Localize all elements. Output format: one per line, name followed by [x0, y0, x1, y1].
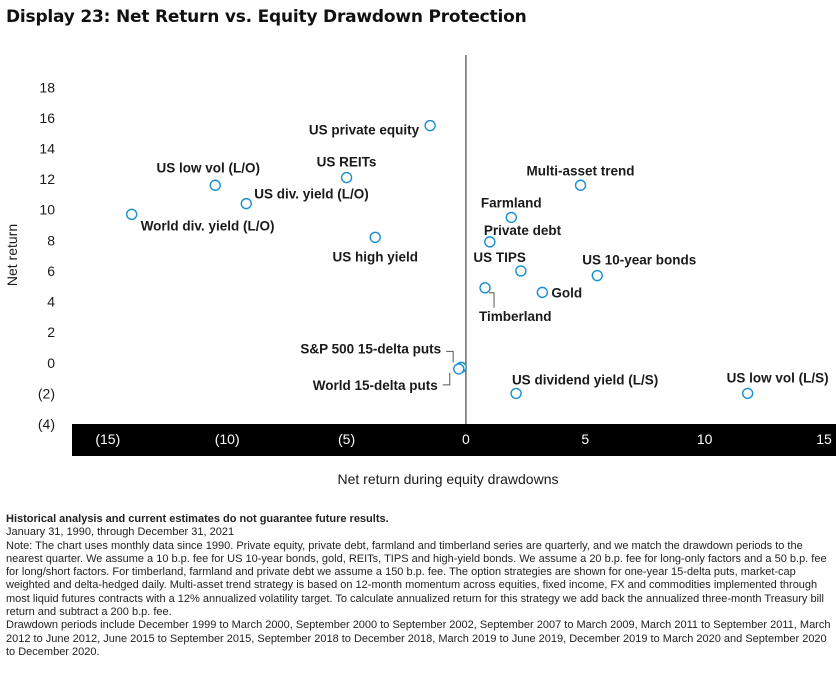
leader-line [489, 292, 495, 308]
scatter-point [574, 179, 587, 191]
scatter-point [591, 269, 603, 282]
x-tick-label: 10 [697, 431, 713, 447]
y-tick-label: 16 [39, 110, 55, 126]
leader-line [442, 372, 451, 386]
point-label: Multi-asset trend [527, 163, 635, 178]
leader-line [446, 350, 454, 363]
x-tick-label: (5) [338, 431, 355, 447]
y-tick-label: (2) [38, 385, 55, 401]
y-tick-labels: 18 16 14 12 10 8 6 4 2 0 (2) (4) [38, 79, 55, 432]
scatter-point [515, 265, 527, 277]
point-label: US TIPS [473, 250, 526, 265]
scatter-point [209, 179, 221, 191]
point-label: Private debt [484, 223, 562, 238]
point-labels: US private equity US low vol (L/O) US REIT… [141, 123, 829, 393]
x-axis-band [72, 424, 836, 456]
x-tick-label: (10) [215, 431, 240, 447]
y-tick-label: 18 [39, 79, 55, 95]
note-text: Note: The chart uses monthly data since … [6, 539, 827, 619]
point-label: World div. yield (L/O) [141, 218, 275, 233]
x-tick-label: 0 [462, 431, 470, 447]
y-tick-label: 6 [47, 263, 55, 279]
disclaimer-text: Historical analysis and current estimate… [6, 513, 389, 525]
period-text: January 31, 1990, through December 31, 2… [6, 526, 235, 539]
y-tick-label: 12 [39, 171, 55, 187]
scatter-point [505, 211, 517, 224]
scatter-point [453, 363, 465, 375]
drawdown-text: Drawdown periods include December 1999 t… [6, 619, 831, 658]
y-tick-label: 10 [39, 202, 55, 218]
y-tick-label: (4) [38, 416, 55, 432]
x-tick-label: 5 [581, 431, 589, 447]
leader-lines [442, 292, 495, 386]
scatter-point [479, 282, 491, 294]
point-label: US REITs [317, 155, 377, 170]
y-axis-label: Net return [4, 224, 20, 286]
scatter-point [484, 236, 496, 248]
chart-title: Display 23: Net Return vs. Equity Drawdo… [6, 7, 527, 27]
y-tick-label: 14 [39, 141, 55, 157]
scatter-point [340, 171, 353, 184]
y-tick-label: 8 [47, 232, 55, 248]
x-tick-label: (15) [95, 431, 120, 447]
data-points [125, 119, 754, 400]
x-tick-labels: (15) (10) (5) 0 5 10 15 [95, 431, 832, 447]
scatter-point [369, 231, 381, 243]
point-label: US private equity [309, 123, 420, 138]
point-label: US high yield [332, 249, 418, 264]
point-label: Farmland [481, 195, 542, 210]
point-label: US 10-year bonds [582, 253, 696, 268]
x-tick-label: 15 [816, 431, 832, 447]
chart-notes: Historical analysis and current estimate… [6, 513, 836, 659]
x-axis-label: Net return during equity drawdowns [337, 471, 558, 487]
point-label: Gold [551, 285, 582, 300]
scatter-point [510, 387, 522, 400]
point-label: World 15-delta puts [313, 378, 438, 393]
y-tick-label: 0 [47, 355, 55, 371]
scatter-point [536, 286, 549, 299]
y-tick-label: 4 [47, 294, 55, 310]
point-label: US low vol (L/S) [727, 370, 829, 385]
point-label: US dividend yield (L/S) [512, 372, 658, 387]
point-label: Timberland [479, 309, 552, 324]
scatter-point [741, 387, 754, 400]
point-label: S&P 500 15-delta puts [300, 341, 441, 356]
point-label: US div. yield (L/O) [254, 187, 369, 202]
scatter-point [125, 208, 138, 221]
scatter-point [240, 197, 252, 210]
y-tick-label: 2 [47, 324, 55, 340]
point-label: US low vol (L/O) [157, 160, 261, 175]
scatter-point [424, 119, 436, 132]
